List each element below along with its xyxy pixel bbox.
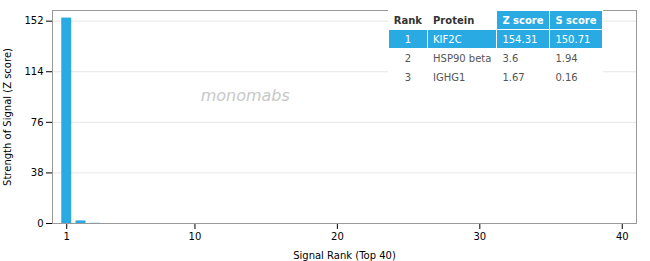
html-text:Rank: Rank bbox=[393, 14, 422, 26]
html-text:Protein: Protein bbox=[433, 14, 475, 26]
html-text:HSP90 beta: HSP90 beta bbox=[433, 52, 492, 64]
html-text:0.16: 0.16 bbox=[555, 71, 578, 83]
svg-text:38: 38 bbox=[31, 167, 44, 178]
svg-text:Strength of Signal (Z score): Strength of Signal (Z score) bbox=[2, 48, 13, 186]
html-text:1: 1 bbox=[404, 33, 412, 45]
html-text:150.71: 150.71 bbox=[555, 33, 591, 45]
svg-text:1: 1 bbox=[64, 231, 70, 242]
html-text:3.6: 3.6 bbox=[502, 52, 519, 64]
html-text:Z score: Z score bbox=[502, 14, 544, 26]
svg-text:152: 152 bbox=[24, 15, 43, 26]
svg-text:114: 114 bbox=[24, 66, 43, 77]
html-text:KIF2C: KIF2C bbox=[433, 33, 462, 45]
svg-text:10: 10 bbox=[189, 231, 202, 242]
html-text:IGHG1: IGHG1 bbox=[433, 71, 466, 83]
html-text:2: 2 bbox=[404, 52, 412, 64]
svg-text:0: 0 bbox=[37, 218, 43, 229]
html-text:154.31: 154.31 bbox=[502, 33, 538, 45]
svg-text:20: 20 bbox=[331, 231, 344, 242]
svg-text:40: 40 bbox=[616, 231, 629, 242]
svg-text:30: 30 bbox=[473, 231, 486, 242]
svg-text:Signal Rank (Top 40): Signal Rank (Top 40) bbox=[293, 250, 396, 261]
html-text:1.67: 1.67 bbox=[502, 71, 525, 83]
html-text:S score: S score bbox=[555, 14, 597, 26]
svg-text:monomabs: monomabs bbox=[201, 86, 290, 105]
html-text:1.94: 1.94 bbox=[555, 52, 578, 64]
svg-text:76: 76 bbox=[31, 117, 44, 128]
html-text:3: 3 bbox=[404, 71, 412, 83]
